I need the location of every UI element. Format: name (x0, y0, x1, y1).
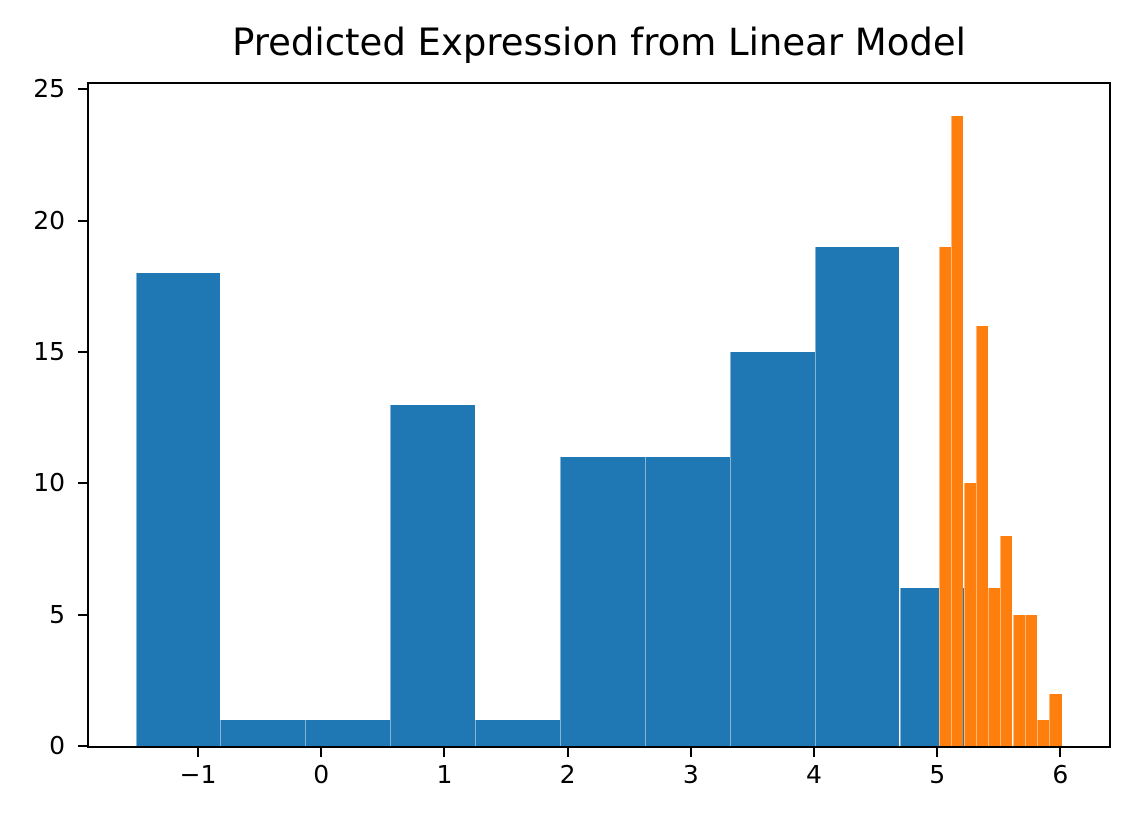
x-tick-mark (443, 748, 446, 757)
y-tick-mark (78, 88, 87, 91)
blue-wide-bin-histogram-bar (475, 719, 560, 746)
orange-narrow-bin-histogram-bar (1049, 693, 1062, 746)
orange-narrow-bin-histogram-bar (988, 588, 1001, 746)
blue-wide-bin-histogram-bar (729, 352, 815, 746)
y-tick-label: 10 (33, 468, 65, 498)
orange-narrow-bin-histogram-bar (963, 483, 976, 746)
blue-wide-bin-histogram-bar (220, 719, 306, 746)
orange-narrow-bin-histogram-bar (951, 115, 964, 746)
y-tick-mark (78, 219, 87, 222)
y-tick-mark (78, 613, 87, 616)
y-tick-label: 25 (33, 74, 65, 104)
blue-wide-bin-histogram-bar (814, 246, 900, 746)
y-tick-label: 5 (49, 599, 65, 629)
y-tick-label: 0 (49, 731, 65, 760)
orange-narrow-bin-histogram-bar (1037, 719, 1050, 746)
x-tick-mark (1059, 748, 1062, 757)
blue-wide-bin-histogram-bar (390, 404, 476, 746)
x-tick-label: 3 (682, 760, 699, 789)
chart-title: Predicted Expression from Linear Model (232, 21, 966, 64)
x-tick-mark (936, 748, 939, 757)
blue-wide-bin-histogram-bar (559, 457, 645, 746)
x-tick-label: 6 (1052, 760, 1069, 789)
y-tick-mark (78, 351, 87, 353)
x-tick-label: 1 (436, 760, 453, 789)
x-tick-label: 4 (806, 760, 822, 789)
x-tick-label: 5 (929, 760, 946, 789)
orange-narrow-bin-histogram-bar (939, 246, 952, 746)
x-tick-label: −1 (179, 760, 217, 789)
x-tick-label: 0 (313, 760, 330, 789)
blue-wide-bin-histogram-bar (305, 719, 391, 746)
orange-narrow-bin-histogram-bar (1012, 614, 1025, 746)
orange-narrow-bin-histogram-bar (1000, 535, 1013, 746)
x-tick-mark (197, 748, 199, 757)
orange-narrow-bin-histogram-bar (1024, 614, 1038, 746)
y-tick-mark (78, 482, 87, 485)
x-tick-mark (566, 748, 569, 757)
x-tick-label: 2 (559, 760, 576, 789)
y-tick-mark (78, 745, 87, 747)
x-tick-mark (813, 748, 815, 757)
orange-narrow-bin-histogram-bar (975, 325, 988, 746)
x-tick-mark (320, 748, 323, 757)
blue-wide-bin-histogram-bar (644, 457, 730, 746)
y-tick-label: 15 (33, 337, 65, 366)
y-tick-label: 20 (33, 205, 65, 235)
plot-area (87, 82, 1111, 748)
blue-wide-bin-histogram-bar (135, 273, 221, 746)
x-tick-mark (689, 748, 692, 757)
